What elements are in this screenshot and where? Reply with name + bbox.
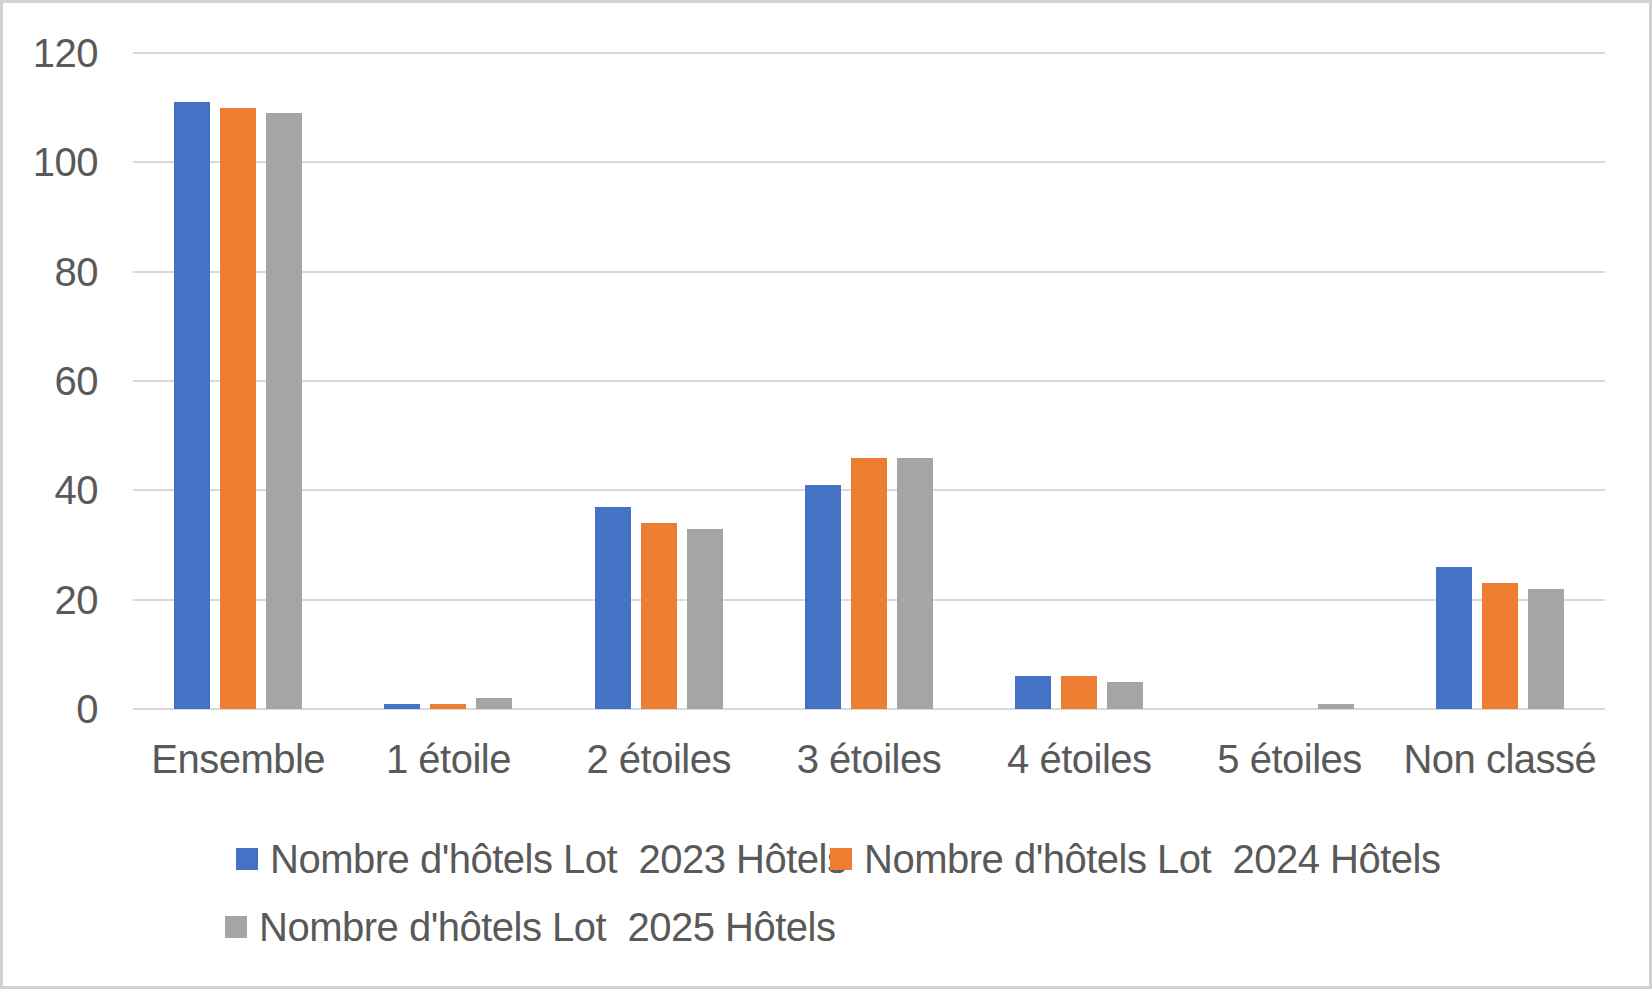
bar-series1-cat2: [641, 523, 677, 709]
bar-series1-cat0: [220, 108, 256, 709]
x-axis-category-label-4: 4 étoiles: [974, 737, 1184, 781]
y-axis-tick-label-0: 0: [3, 687, 98, 731]
legend-swatch-2023-icon: [236, 848, 258, 870]
gridline-100: [133, 161, 1605, 163]
y-axis-tick-label-80: 80: [3, 250, 98, 294]
bar-series2-cat5: [1318, 704, 1354, 709]
bar-series2-cat3: [897, 458, 933, 709]
gridline-80: [133, 271, 1605, 273]
x-axis-category-label-6: Non classé: [1395, 737, 1605, 781]
bar-series1-cat1: [430, 704, 466, 709]
bar-series1-cat4: [1061, 676, 1097, 709]
bar-series0-cat2: [595, 507, 631, 709]
x-axis-category-label-2: 2 étoiles: [554, 737, 764, 781]
bar-series2-cat6: [1528, 589, 1564, 709]
legend-entry-2024: Nombre d'hôtels Lot 2024 Hôtels: [830, 837, 1440, 881]
bar-series1-cat6: [1482, 583, 1518, 709]
y-axis-tick-label-60: 60: [3, 359, 98, 403]
legend-label-2023: Nombre d'hôtels Lot 2023 Hôtels: [270, 837, 846, 881]
y-axis-tick-label-40: 40: [3, 468, 98, 512]
bar-series0-cat1: [384, 704, 420, 709]
chart-area: Nombre d'hôtels Lot 2023 Hôtels Nombre d…: [0, 0, 1652, 989]
legend-label-2025: Nombre d'hôtels Lot 2025 Hôtels: [259, 905, 835, 949]
y-axis-tick-label-100: 100: [3, 140, 98, 184]
legend-label-2024: Nombre d'hôtels Lot 2024 Hôtels: [864, 837, 1440, 881]
legend-swatch-2025-icon: [225, 916, 247, 938]
y-axis-tick-label-120: 120: [3, 31, 98, 75]
gridline-120: [133, 52, 1605, 54]
bar-series0-cat0: [174, 102, 210, 709]
legend-entry-2023: Nombre d'hôtels Lot 2023 Hôtels: [236, 837, 846, 881]
legend-swatch-2024-icon: [830, 848, 852, 870]
bar-series2-cat4: [1107, 682, 1143, 709]
bar-series0-cat4: [1015, 676, 1051, 709]
bar-series2-cat2: [687, 529, 723, 709]
bar-series1-cat3: [851, 458, 887, 709]
bar-series0-cat6: [1436, 567, 1472, 709]
bar-series0-cat3: [805, 485, 841, 709]
x-axis-category-label-0: Ensemble: [133, 737, 343, 781]
bar-series2-cat0: [266, 113, 302, 709]
x-axis-category-label-3: 3 étoiles: [764, 737, 974, 781]
x-axis-category-label-5: 5 étoiles: [1184, 737, 1394, 781]
bar-series2-cat1: [476, 698, 512, 709]
x-axis-category-label-1: 1 étoile: [343, 737, 553, 781]
legend-entry-2025: Nombre d'hôtels Lot 2025 Hôtels: [225, 905, 835, 949]
y-axis-tick-label-20: 20: [3, 578, 98, 622]
gridline-60: [133, 380, 1605, 382]
